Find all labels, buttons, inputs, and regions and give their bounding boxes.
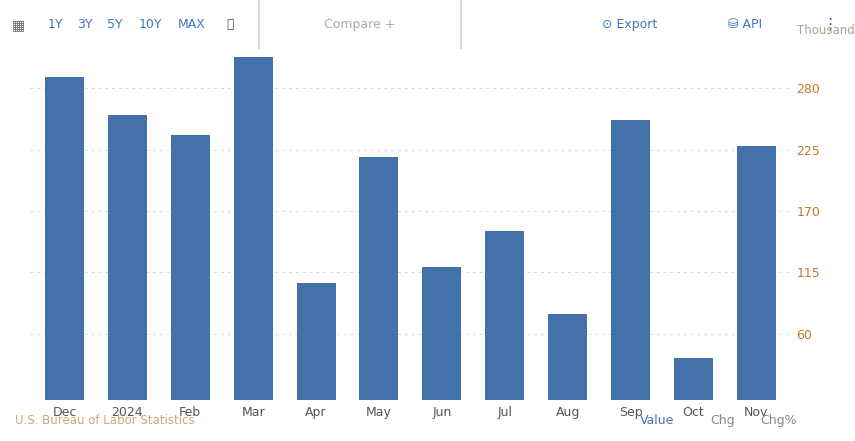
Bar	[486, 231, 524, 400]
Text: Compare +: Compare +	[324, 18, 396, 31]
Bar	[548, 314, 587, 400]
Text: MAX: MAX	[178, 18, 206, 31]
Text: 1Y: 1Y	[47, 18, 62, 31]
Bar	[45, 77, 84, 400]
Text: ⊙ Export: ⊙ Export	[603, 18, 657, 31]
Text: 3Y: 3Y	[77, 18, 92, 31]
Text: Chg%: Chg%	[760, 414, 797, 427]
Bar	[171, 135, 209, 400]
Bar	[737, 146, 775, 400]
Text: ▦: ▦	[11, 18, 25, 32]
Bar	[233, 57, 273, 400]
Text: ⛁ API: ⛁ API	[728, 18, 762, 31]
Text: ⏸: ⏸	[227, 18, 233, 31]
Text: Value: Value	[640, 414, 675, 427]
Bar	[674, 358, 713, 400]
Text: 5Y: 5Y	[107, 18, 123, 31]
Text: 10Y: 10Y	[139, 18, 162, 31]
Bar	[611, 120, 650, 400]
Bar	[108, 115, 147, 400]
Bar	[359, 157, 398, 400]
Text: Thousand: Thousand	[797, 24, 855, 37]
Bar	[422, 267, 462, 400]
Text: Chg: Chg	[710, 414, 734, 427]
Bar	[297, 284, 335, 400]
Text: U.S. Bureau of Labor Statistics: U.S. Bureau of Labor Statistics	[15, 414, 195, 427]
Text: ⋮: ⋮	[823, 17, 838, 32]
FancyBboxPatch shape	[259, 0, 461, 94]
